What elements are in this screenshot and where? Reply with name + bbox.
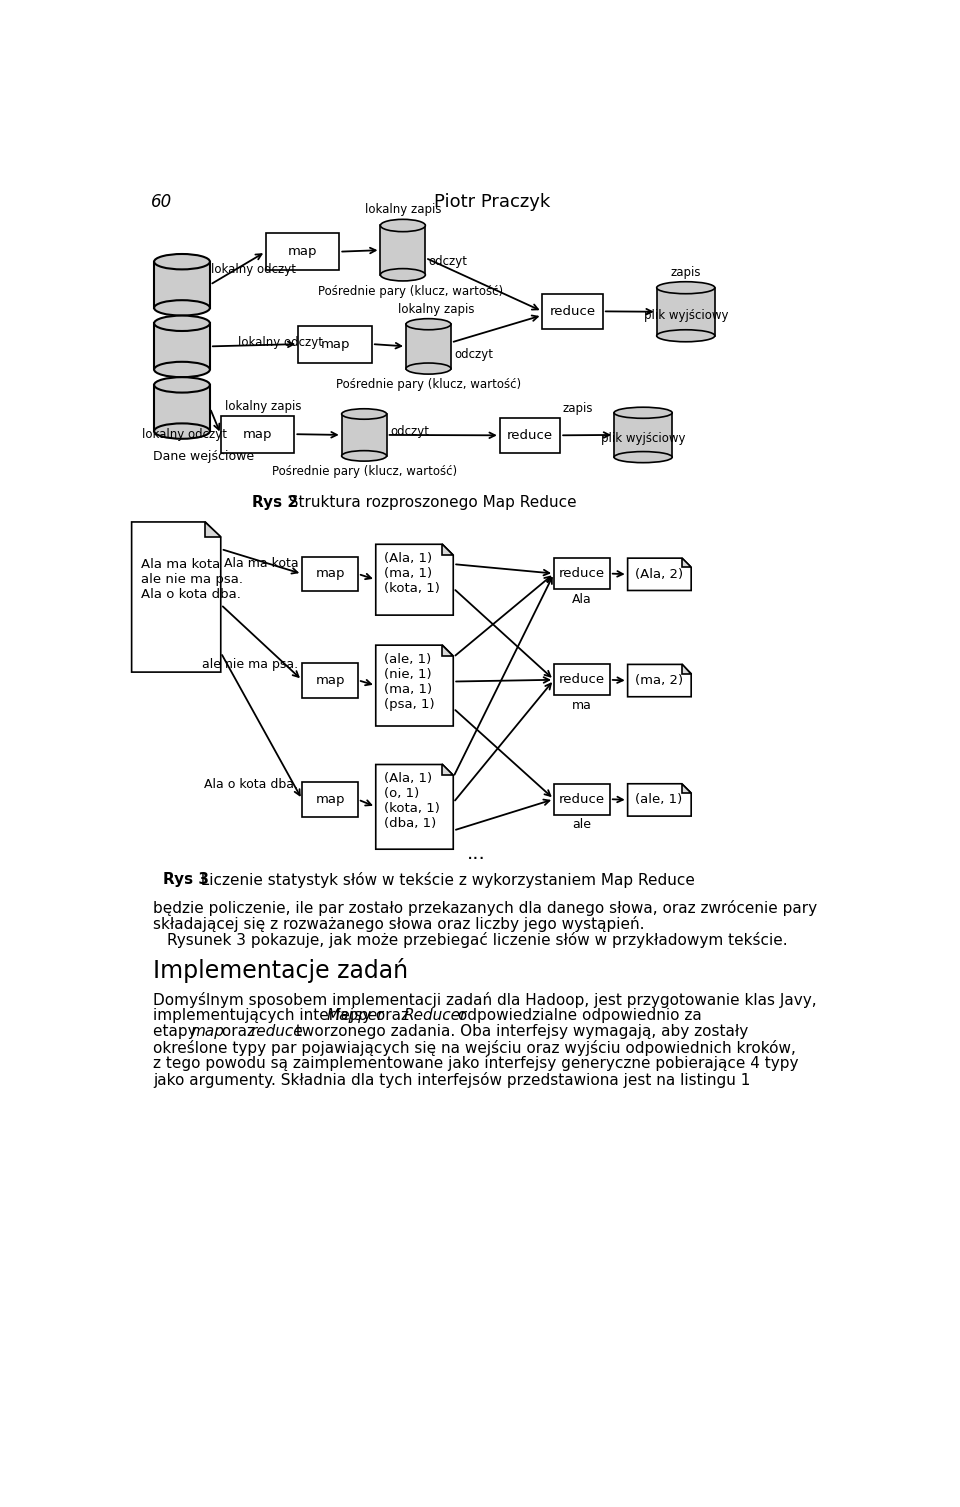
Ellipse shape [614,452,672,463]
Ellipse shape [342,408,387,419]
Text: reduce: reduce [549,304,595,318]
Text: lokalny zapis: lokalny zapis [398,303,474,315]
Text: reduce: reduce [251,1023,303,1038]
Polygon shape [375,544,453,615]
Polygon shape [628,784,691,817]
Text: Ala ma kota: Ala ma kota [224,556,299,570]
Polygon shape [443,645,453,656]
Text: Rys 3: Rys 3 [162,873,208,888]
Text: lokalny zapis: lokalny zapis [225,399,301,413]
Text: ma: ma [572,699,591,711]
Text: odczyt: odczyt [454,348,493,360]
Text: Ala o kota dba.: Ala o kota dba. [204,778,299,791]
Ellipse shape [155,377,210,393]
Text: składającej się z rozważanego słowa oraz liczby jego wystąpień.: składającej się z rozważanego słowa oraz… [154,916,645,933]
Text: lokalny odczyt: lokalny odczyt [211,262,297,276]
Bar [614,413,672,457]
Polygon shape [682,665,691,674]
Text: Reducer: Reducer [404,1008,468,1023]
Text: 60: 60 [151,193,172,211]
Ellipse shape [380,220,425,232]
Ellipse shape [155,255,210,270]
Bar [155,384,210,431]
Polygon shape [628,558,691,591]
Ellipse shape [406,363,451,374]
Text: plik wyjściowy: plik wyjściowy [643,309,728,322]
Text: (Ala, 1)
(o, 1)
(kota, 1)
(dba, 1): (Ala, 1) (o, 1) (kota, 1) (dba, 1) [383,772,440,830]
Text: (Ala, 2): (Ala, 2) [636,568,684,580]
Text: Pośrednie pary (klucz, wartość): Pośrednie pary (klucz, wartość) [272,466,457,478]
Text: Pośrednie pary (klucz, wartość): Pośrednie pary (klucz, wartość) [336,378,521,390]
Bar [302,782,358,817]
Text: odczyt: odczyt [428,255,468,268]
Text: plik wyjściowy: plik wyjściowy [601,433,685,445]
Polygon shape [682,784,691,793]
Bar [266,234,339,270]
Polygon shape [443,764,453,775]
Polygon shape [375,645,453,726]
Text: tworzonego zadania. Oba interfejsy wymagają, aby zostały: tworzonego zadania. Oba interfejsy wymag… [291,1023,749,1038]
Text: będzie policzenie, ile par zostało przekazanych dla danego słowa, oraz zwrócenie: będzie policzenie, ile par zostało przek… [154,900,818,916]
Text: odpowiedzialne odpowiednio za: odpowiedzialne odpowiednio za [453,1008,702,1023]
Text: jako argumenty. Składnia dla tych interfejsów przedstawiona jest na listingu 1: jako argumenty. Składnia dla tych interf… [154,1073,751,1088]
Text: Ala: Ala [572,592,591,606]
Text: (ma, 2): (ma, 2) [636,674,684,687]
Ellipse shape [657,330,715,342]
Text: ...: ... [468,844,486,862]
Ellipse shape [614,407,672,419]
Polygon shape [628,665,691,696]
Text: lokalny zapis: lokalny zapis [365,203,442,217]
Bar [302,663,358,698]
Text: map: map [288,246,317,258]
Text: Implementacje zadań: Implementacje zadań [154,958,408,983]
Ellipse shape [380,268,425,280]
Text: (ale, 1)
(nie, 1)
(ma, 1)
(psa, 1): (ale, 1) (nie, 1) (ma, 1) (psa, 1) [383,653,434,711]
Bar [155,324,210,369]
Text: zapis: zapis [563,402,593,416]
Text: Rys 2: Rys 2 [252,494,298,509]
Ellipse shape [657,282,715,294]
Polygon shape [132,521,221,672]
Text: Liczenie statystyk słów w tekście z wykorzystaniem Map Reduce: Liczenie statystyk słów w tekście z wyko… [191,873,695,888]
Bar [554,558,610,589]
Text: Piotr Praczyk: Piotr Praczyk [434,193,550,211]
Ellipse shape [155,300,210,315]
Ellipse shape [155,362,210,377]
Polygon shape [205,521,221,538]
Text: reduce: reduce [507,429,553,442]
Bar [542,294,603,329]
Text: (Ala, 1)
(ma, 1)
(kota, 1): (Ala, 1) (ma, 1) (kota, 1) [383,552,440,595]
Text: odczyt: odczyt [391,425,429,437]
Text: oraz: oraz [217,1023,260,1038]
Text: Rysunek 3 pokazuje, jak może przebiegać liczenie słów w przykładowym tekście.: Rysunek 3 pokazuje, jak może przebiegać … [167,933,788,948]
Text: określone typy par pojawiających się na wejściu oraz wyjściu odpowiednich kroków: określone typy par pojawiających się na … [154,1040,796,1056]
Bar [657,288,715,336]
Ellipse shape [406,318,451,330]
Text: ale: ale [572,818,591,832]
Text: map: map [243,428,273,440]
Bar [342,414,387,457]
Text: reduce: reduce [559,793,605,806]
Text: map: map [321,338,349,351]
Bar [554,784,610,815]
Polygon shape [682,558,691,567]
Text: reduce: reduce [559,567,605,580]
Text: Struktura rozproszonego Map Reduce: Struktura rozproszonego Map Reduce [278,494,577,509]
Text: map: map [315,568,345,580]
Text: lokalny odczyt: lokalny odczyt [238,336,323,350]
Text: Dane wejściowe: Dane wejściowe [153,449,253,463]
Bar [500,417,561,452]
Text: z tego powodu są zaimplementowane jako interfejsy generyczne pobierające 4 typy: z tego powodu są zaimplementowane jako i… [154,1056,799,1071]
Text: ale nie ma psa.: ale nie ma psa. [203,659,299,671]
Text: Mapper: Mapper [326,1008,384,1023]
Text: implementujących interfejsy: implementujących interfejsy [154,1008,376,1023]
Text: Pośrednie pary (klucz, wartość): Pośrednie pary (klucz, wartość) [318,285,503,298]
Bar [406,324,451,369]
Ellipse shape [155,423,210,439]
Text: reduce: reduce [559,674,605,686]
Bar [302,556,358,591]
Polygon shape [375,764,453,850]
Text: etapy: etapy [154,1023,202,1038]
Text: map: map [315,674,345,687]
Text: Ala ma kota
ale nie ma psa.
Ala o kota dba.: Ala ma kota ale nie ma psa. Ala o kota d… [141,558,243,600]
